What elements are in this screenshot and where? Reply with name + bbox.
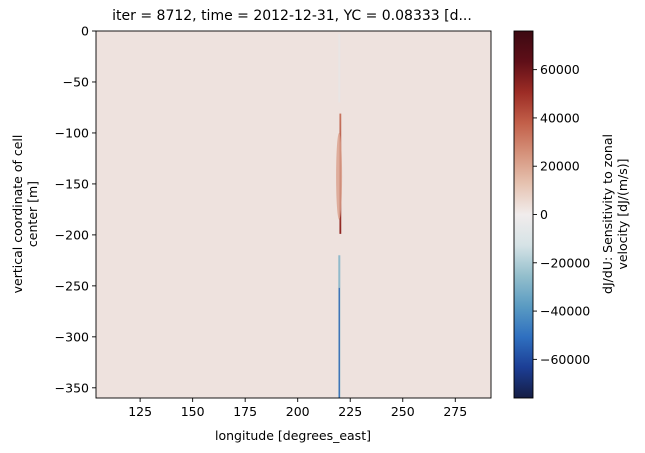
x-axis-label: longitude [degrees_east] <box>215 428 371 443</box>
y-tick-label: 0 <box>81 24 89 39</box>
colorbar-label-line-1: dJ/dU: Sensitivity to zonal <box>600 134 615 294</box>
colorbar-tick-label: 20000 <box>540 159 580 174</box>
chart-title: iter = 8712, time = 2012-12-31, YC = 0.0… <box>112 8 472 24</box>
colorbar-tick-label: 40000 <box>540 110 580 125</box>
x-tick-label: 275 <box>443 404 467 419</box>
feature-negative-streak <box>338 287 340 398</box>
x-tick-label: 225 <box>338 404 362 419</box>
colorbar-tick-label: −40000 <box>540 304 590 319</box>
y-axis: 0 −50 −100 −150 −200 −250 −300 −350 <box>55 24 96 395</box>
heatmap-features <box>336 34 343 398</box>
y-axis-label-line-1: vertical coordinate of cell <box>10 135 25 294</box>
colorbar-gradient <box>513 30 534 399</box>
y-tick-label: −250 <box>55 278 89 293</box>
x-tick-label: 150 <box>181 404 205 419</box>
colorbar-label: dJ/dU: Sensitivity to zonal velocity [dJ… <box>600 134 630 294</box>
y-tick-label: −100 <box>55 125 89 140</box>
x-tick-label: 125 <box>128 404 152 419</box>
colorbar-tick-label: −60000 <box>540 352 590 367</box>
colorbar-tick-label: −20000 <box>540 255 590 270</box>
x-tick-label: 175 <box>233 404 257 419</box>
x-axis: 125 150 175 200 225 250 275 <box>128 398 467 419</box>
colorbar: 60000 40000 20000 0 −20000 −40000 −60000 dJ/dU… <box>513 30 630 399</box>
y-axis-label-line-2: center [m] <box>25 181 40 247</box>
feature-positive-halo <box>336 132 343 220</box>
colorbar-label-line-2: velocity [dJ/(m/s)] <box>615 158 630 269</box>
y-tick-label: −150 <box>55 176 89 191</box>
feature-negative-upper <box>338 34 341 103</box>
y-tick-label: −350 <box>55 380 89 395</box>
y-tick-label: −300 <box>55 329 89 344</box>
colorbar-tick-label: 0 <box>540 207 548 222</box>
y-tick-label: −200 <box>55 227 89 242</box>
colorbar-tick-label: 60000 <box>540 62 580 77</box>
y-tick-label: −50 <box>63 74 89 89</box>
heatmap-background <box>96 31 491 398</box>
x-tick-label: 200 <box>286 404 310 419</box>
colorbar-ticks: 60000 40000 20000 0 −20000 −40000 −60000 <box>533 62 590 367</box>
plot-frame <box>95 30 492 399</box>
y-axis-label: vertical coordinate of cell center [m] <box>10 135 40 294</box>
plot-area <box>95 30 492 399</box>
x-tick-label: 250 <box>391 404 415 419</box>
